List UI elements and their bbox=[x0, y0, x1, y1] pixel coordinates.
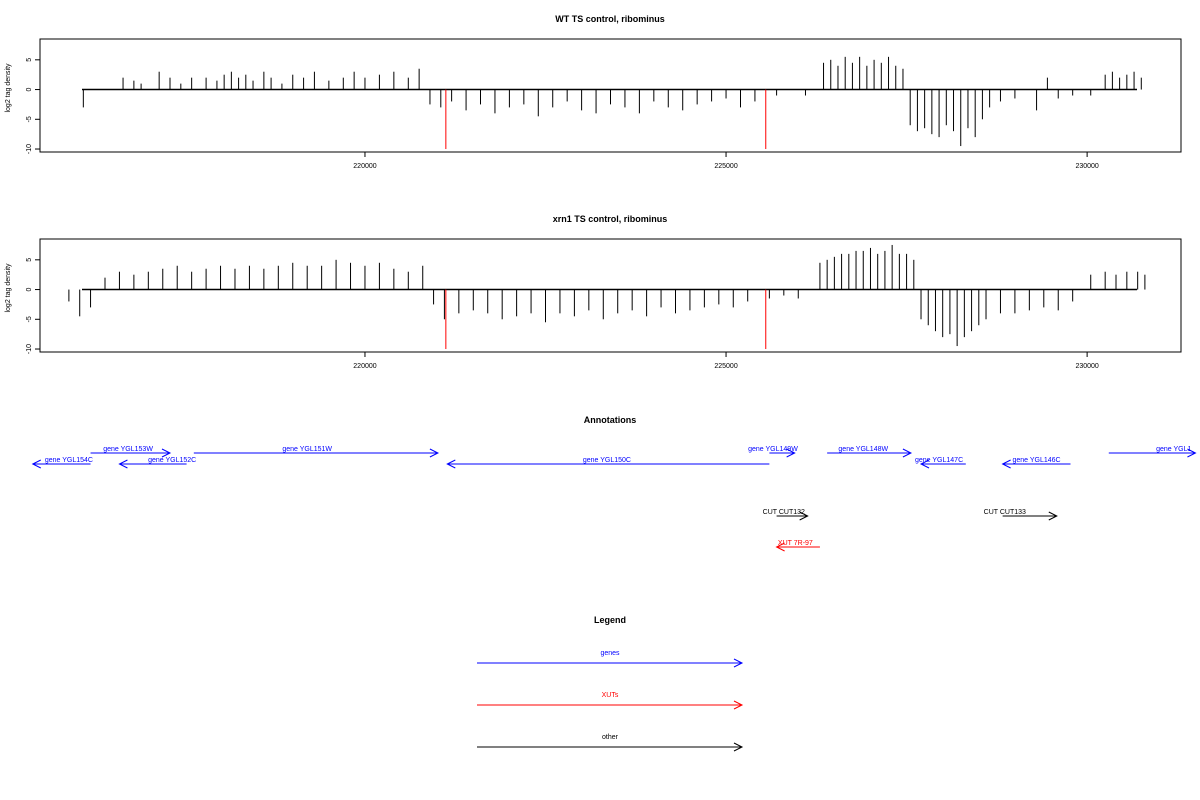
cut-feature: CUT CUT133 bbox=[984, 509, 1058, 521]
x-tick-label: 220000 bbox=[353, 163, 376, 170]
legend-label: genes bbox=[600, 650, 620, 657]
gene-feature: gene YGL1 bbox=[1108, 446, 1197, 458]
legend-item: XUTs bbox=[477, 692, 744, 710]
y-axis-label: log2 tag density bbox=[5, 63, 12, 113]
gene-feature: gene YGL151W bbox=[193, 446, 440, 458]
legend-arrowhead bbox=[733, 742, 744, 752]
feature-label: CUT CUT133 bbox=[984, 509, 1026, 516]
feature-label: CUT CUT132 bbox=[763, 509, 805, 516]
cut-feature: CUT CUT132 bbox=[763, 509, 809, 521]
legend-label: XUTs bbox=[602, 692, 619, 699]
strand-arrowhead bbox=[1001, 459, 1011, 469]
gene-feature: gene YGL149W bbox=[748, 446, 798, 458]
gene-feature: gene YGL154C bbox=[31, 457, 93, 469]
legend-title: Legend bbox=[594, 615, 626, 625]
y-axis-label: log2 tag density bbox=[5, 263, 12, 313]
annotation-features: gene YGL154C gene YGL153W gene YGL152C gene… bbox=[31, 446, 1197, 552]
track-panel-xrn1: xrn1 TS control, ribominus log2 tag dens… bbox=[5, 214, 1182, 370]
legend-arrowhead bbox=[733, 700, 744, 710]
y-tick-label: 5 bbox=[26, 258, 33, 262]
x-tick-label: 230000 bbox=[1075, 363, 1098, 370]
strand-arrowhead bbox=[919, 459, 930, 469]
y-axis-ticks: -10 -5 0 5 bbox=[26, 58, 40, 154]
x-tick-label: 225000 bbox=[714, 163, 737, 170]
strand-arrowhead bbox=[902, 448, 913, 458]
legend-label: other bbox=[602, 734, 619, 741]
feature-label: XUT 7R-97 bbox=[778, 540, 813, 547]
gene-feature: gene YGL152C bbox=[118, 457, 196, 469]
legend: Legend genes XUTs other bbox=[477, 615, 744, 752]
strand-arrowhead bbox=[786, 448, 796, 458]
feature-label: gene YGL152C bbox=[148, 457, 196, 464]
feature-label: gene YGL147C bbox=[915, 457, 963, 464]
legend-item: other bbox=[477, 734, 744, 752]
chart-title: xrn1 TS control, ribominus bbox=[553, 214, 668, 224]
gene-feature: gene YGL146C bbox=[1001, 457, 1071, 469]
y-tick-label: -10 bbox=[26, 344, 33, 354]
x-tick-label: 225000 bbox=[714, 363, 737, 370]
strand-arrowhead bbox=[446, 459, 456, 469]
feature-label: gene YGL151W bbox=[282, 446, 332, 453]
y-tick-label: 0 bbox=[26, 288, 33, 292]
strand-arrowhead bbox=[775, 542, 785, 552]
y-tick-label: -5 bbox=[26, 316, 33, 322]
gene-feature: gene YGL150C bbox=[446, 457, 770, 469]
chart-title: WT TS control, ribominus bbox=[555, 14, 665, 24]
marker-lines bbox=[445, 89, 767, 150]
strand-arrowhead bbox=[118, 459, 128, 469]
y-axis-ticks: -10 -5 0 5 bbox=[26, 258, 40, 354]
xut-feature: XUT 7R-97 bbox=[775, 540, 820, 552]
density-bars bbox=[82, 56, 1142, 147]
feature-label: gene YGL150C bbox=[583, 457, 631, 464]
legend-items: genes XUTs other bbox=[477, 650, 744, 752]
strand-arrowhead bbox=[1187, 448, 1197, 458]
strand-arrowhead bbox=[31, 459, 42, 469]
track-panel-wt: WT TS control, ribominus log2 tag densit… bbox=[5, 14, 1182, 170]
strand-arrowhead bbox=[799, 511, 809, 521]
feature-label: gene YGL148W bbox=[838, 446, 888, 453]
plot-frame bbox=[39, 238, 1182, 353]
y-tick-label: 0 bbox=[26, 88, 33, 92]
y-tick-label: -10 bbox=[26, 144, 33, 154]
feature-label: gene YGL153W bbox=[103, 446, 153, 453]
annotations-title: Annotations bbox=[584, 415, 637, 425]
plot-frame bbox=[39, 38, 1182, 153]
gene-feature: gene YGL153W bbox=[90, 446, 172, 458]
x-tick-label: 230000 bbox=[1075, 163, 1098, 170]
feature-label: gene YGL149W bbox=[748, 446, 798, 453]
y-tick-label: 5 bbox=[26, 58, 33, 62]
gene-feature: gene YGL147C bbox=[915, 457, 966, 469]
feature-label: gene YGL1 bbox=[1156, 446, 1191, 453]
feature-label: gene YGL154C bbox=[45, 457, 93, 464]
strand-arrowhead bbox=[429, 448, 440, 458]
legend-item: genes bbox=[477, 650, 744, 668]
x-tick-label: 220000 bbox=[353, 363, 376, 370]
density-bars bbox=[68, 244, 1146, 347]
strand-arrowhead bbox=[161, 448, 172, 458]
gene-feature: gene YGL148W bbox=[827, 446, 913, 458]
x-axis-ticks: 220000 225000 230000 bbox=[353, 352, 1099, 370]
x-axis-ticks: 220000 225000 230000 bbox=[353, 152, 1099, 170]
marker-lines bbox=[445, 289, 767, 350]
y-tick-label: -5 bbox=[26, 116, 33, 122]
feature-label: gene YGL146C bbox=[1012, 457, 1060, 464]
legend-arrowhead bbox=[733, 658, 744, 668]
strand-arrowhead bbox=[1048, 511, 1058, 521]
